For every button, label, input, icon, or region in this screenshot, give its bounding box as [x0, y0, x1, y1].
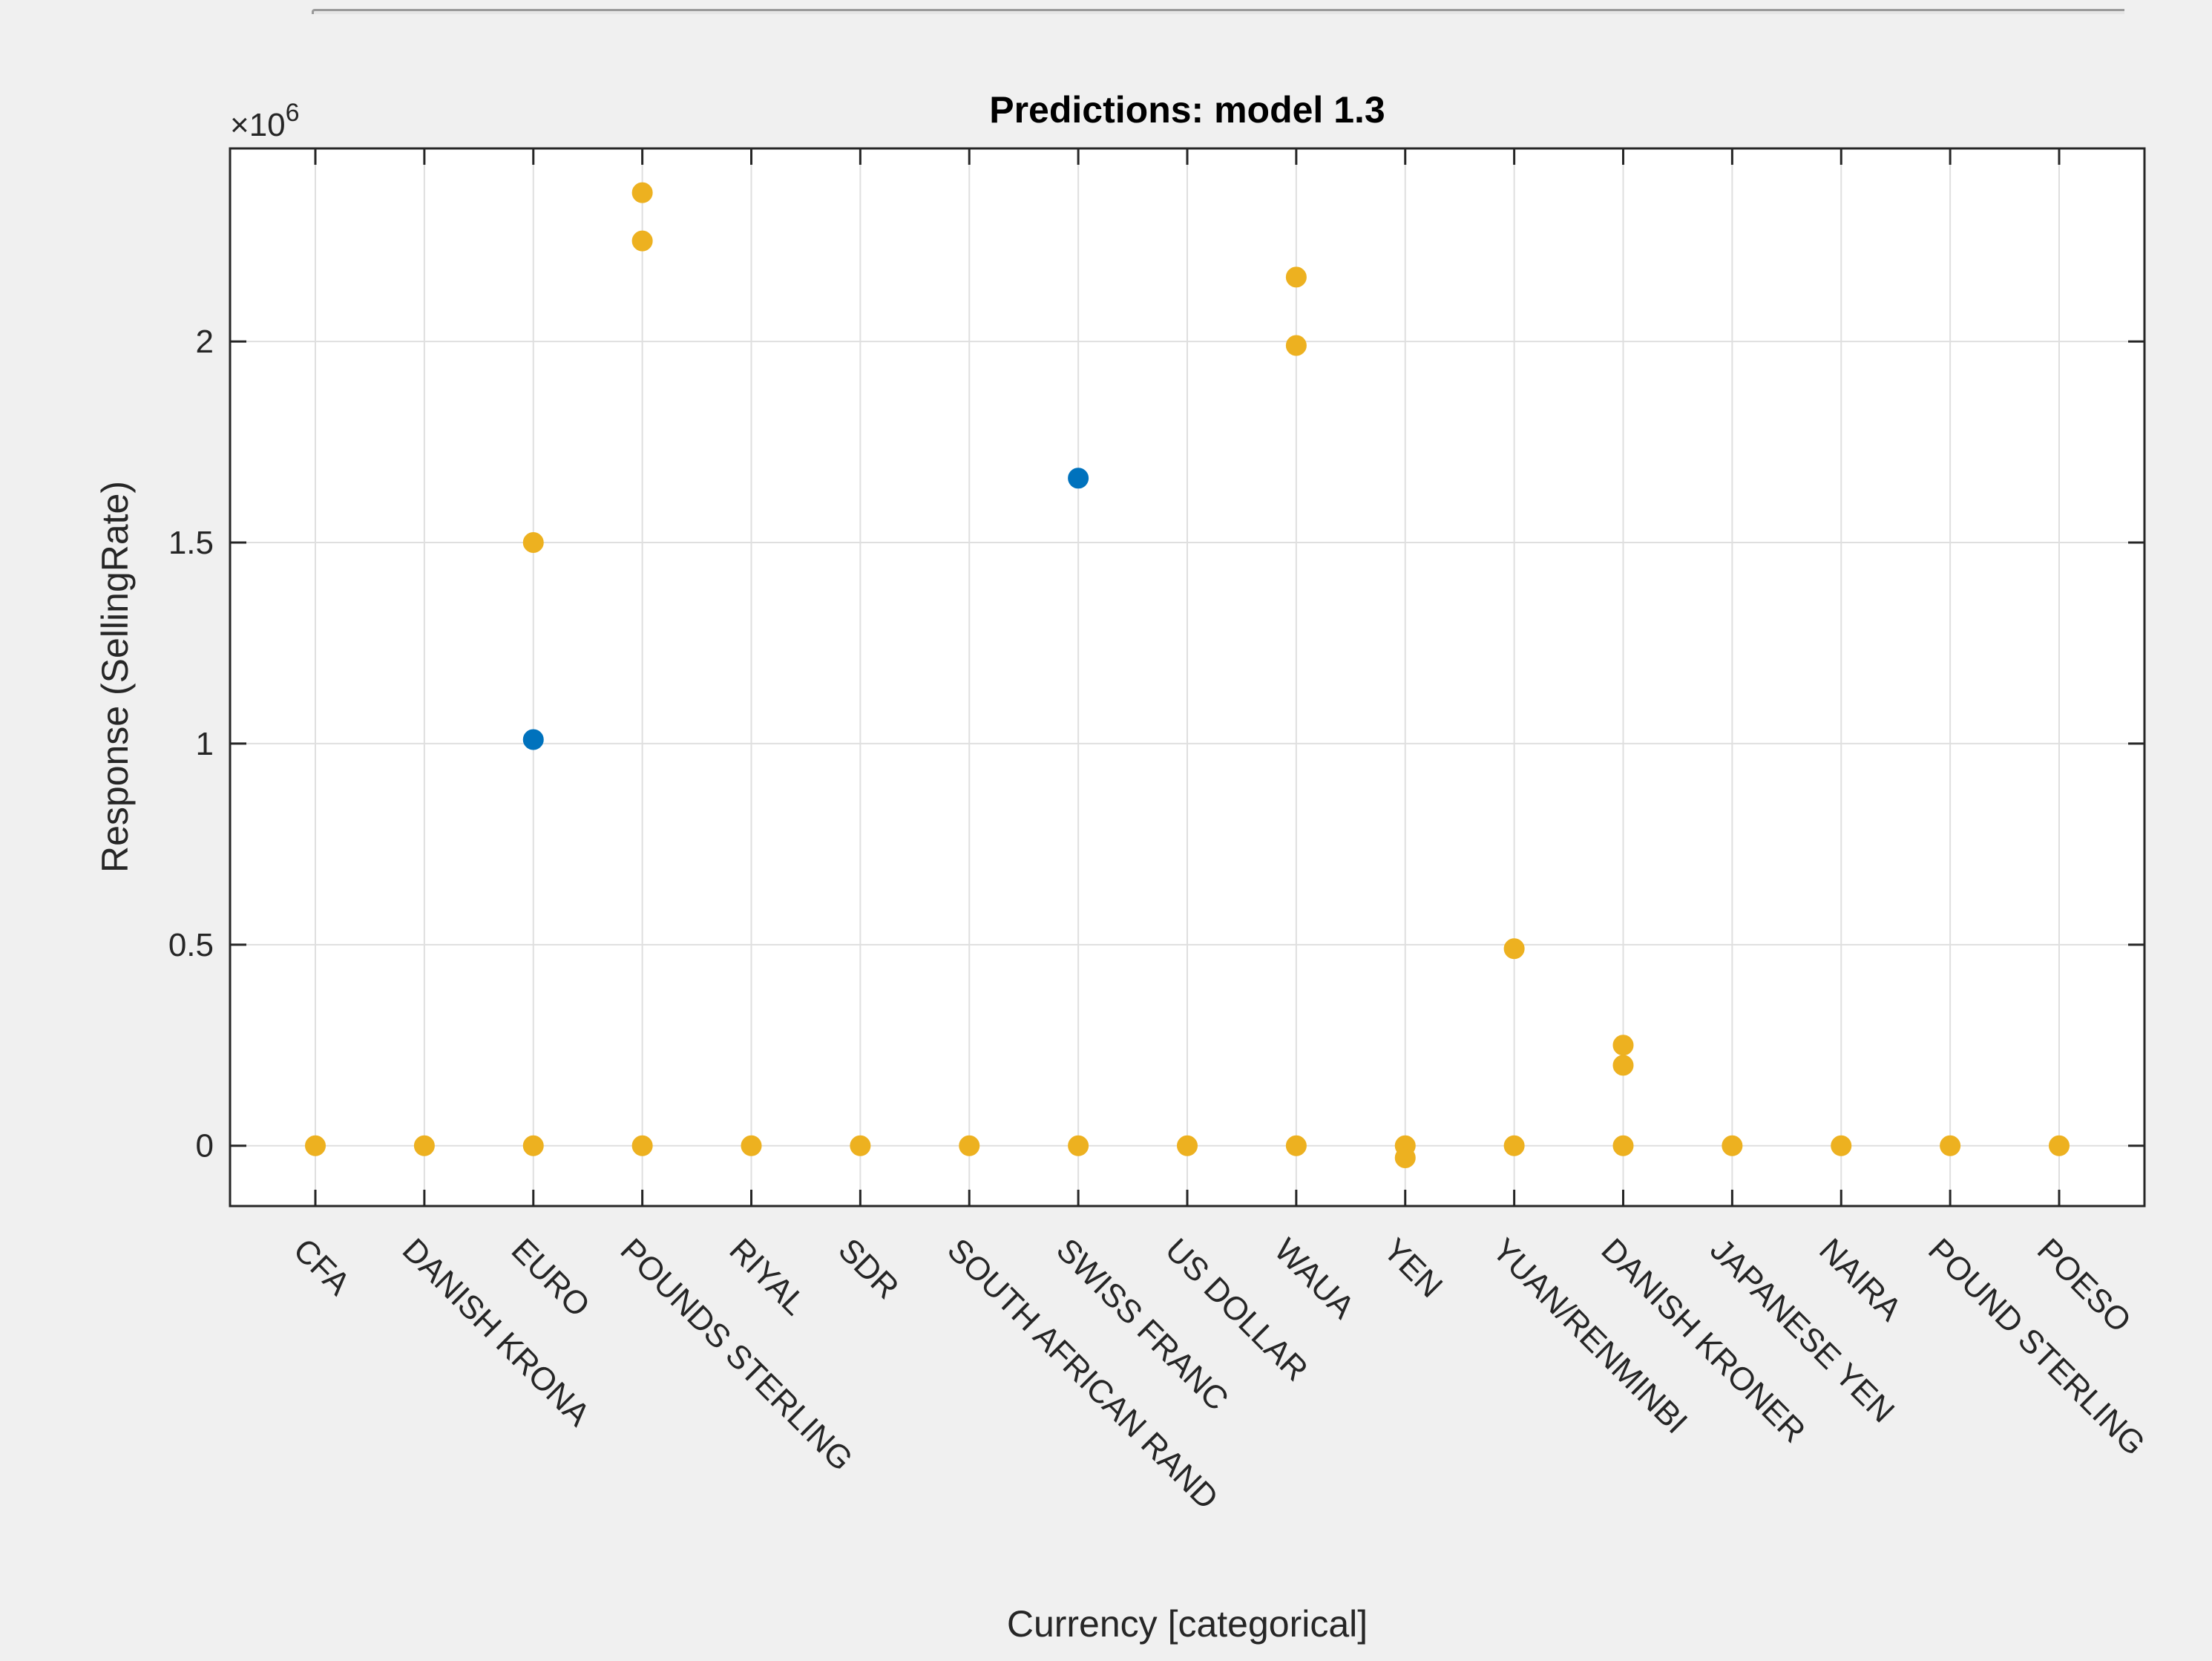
- data-point: [631, 230, 653, 252]
- x-tick-label: DANISH KRONA: [396, 1231, 597, 1433]
- data-point: [2049, 1135, 2070, 1156]
- data-point: [741, 1135, 762, 1156]
- x-tick-label: YEN: [1376, 1231, 1450, 1305]
- y-tick-labels: 0 0.5 1 1.5 2: [168, 324, 214, 1164]
- data-point: [1068, 468, 1089, 489]
- plot-frame: [229, 147, 2146, 1208]
- y-exponent-label: ×106: [230, 99, 300, 143]
- data-point: [631, 1135, 653, 1156]
- x-tick-label: WAUA: [1267, 1231, 1362, 1326]
- data-point: [522, 729, 544, 750]
- x-tick-label: EURO: [505, 1231, 597, 1324]
- y-tick-label: 0: [196, 1128, 214, 1164]
- data-point: [1503, 938, 1525, 960]
- x-tick-label: CFA: [286, 1231, 358, 1303]
- data-point: [1612, 1035, 1634, 1056]
- grid-lines: [230, 148, 2144, 1206]
- y-exponent-power: 6: [286, 99, 300, 127]
- data-point: [959, 1135, 980, 1156]
- data-point: [1940, 1135, 1961, 1156]
- data-point: [413, 1135, 435, 1156]
- data-point: [850, 1135, 871, 1156]
- data-point: [305, 1135, 326, 1156]
- y-exponent-base: ×10: [230, 107, 286, 143]
- data-point: [1722, 1135, 1743, 1156]
- data-point: [1831, 1135, 1852, 1156]
- data-point: [631, 182, 653, 203]
- data-point: [1394, 1147, 1416, 1168]
- data-point: [1285, 335, 1307, 356]
- chart-title: Predictions: model 1.3: [989, 89, 1385, 131]
- y-axis-label: Response (SellingRate): [94, 481, 136, 873]
- window-top-strip: [0, 0, 2212, 16]
- x-tick-label: NAIRA: [1812, 1231, 1909, 1328]
- x-tick-label: POESO: [2030, 1231, 2138, 1339]
- data-point: [1612, 1055, 1634, 1076]
- x-tick-label: DANISH KRONER: [1594, 1231, 1812, 1449]
- x-tick-label: JAPANESE YEN: [1703, 1231, 1901, 1429]
- axis-ticks: [230, 148, 2144, 1206]
- x-tick-label: SDR: [831, 1231, 905, 1305]
- data-point: [1177, 1135, 1198, 1156]
- y-tick-label: 2: [196, 324, 214, 360]
- data-point: [1612, 1135, 1634, 1156]
- data-point: [1285, 1135, 1307, 1156]
- y-tick-label: 1.5: [168, 525, 214, 561]
- x-axis-label: Currency [categorical]: [1007, 1603, 1368, 1645]
- data-point: [1503, 1135, 1525, 1156]
- y-tick-label: 1: [196, 726, 214, 762]
- y-tick-label: 0.5: [168, 927, 214, 963]
- data-point: [1068, 1135, 1089, 1156]
- data-point: [522, 1135, 544, 1156]
- data-point: [522, 531, 544, 553]
- x-tick-label: POUND STERLING: [1921, 1231, 2152, 1462]
- x-tick-label: RIYAL: [722, 1231, 813, 1322]
- data-point: [1285, 266, 1307, 288]
- x-tick-label: YUAN/RENMINBI: [1486, 1231, 1695, 1441]
- tab-edge: [312, 9, 2124, 14]
- data-points: [305, 182, 2070, 1168]
